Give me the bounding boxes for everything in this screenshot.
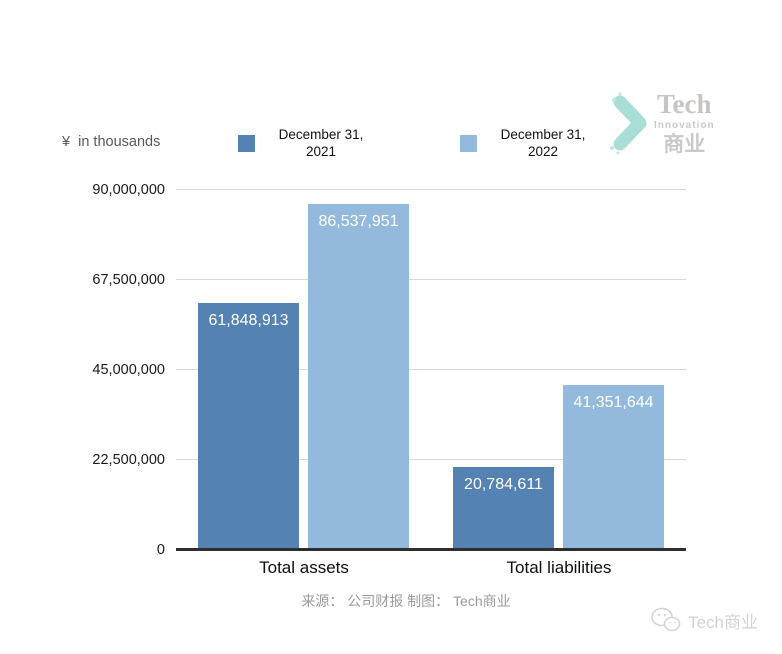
brand-logo: Tech Innovation 商业 — [608, 90, 738, 156]
watermark: Tech商业 — [650, 606, 758, 634]
y-axis-tick-label: 45,000,000 — [92, 362, 165, 378]
arrow-icon — [610, 92, 647, 155]
bar-groups: 61,848,913 86,537,951 20,784,611 41,351,64… — [176, 190, 686, 550]
category-label-total-liabilities: Total liabilities — [506, 558, 612, 577]
brand-subtitle: Innovation — [654, 120, 715, 131]
gridline — [176, 189, 686, 190]
legend-item-2022: December 31, 2022 — [460, 126, 600, 161]
y-axis-tick-label: 22,500,000 — [92, 452, 165, 468]
bar-value-label: 61,848,913 — [208, 311, 289, 329]
legend-item-2021: December 31, 2021 — [238, 126, 378, 161]
source-caption: 来源： 公司财报 制图： Tech商业 — [301, 593, 511, 609]
x-axis-line — [176, 548, 686, 551]
legend-swatch-2021 — [238, 134, 255, 152]
bar-value-label: 41,351,644 — [573, 393, 654, 411]
gridline — [176, 459, 686, 460]
brand-text: Tech Innovation 商业 — [654, 89, 715, 156]
y-axis-tick-label: 0 — [156, 542, 165, 558]
category-label-total-assets: Total assets — [259, 558, 349, 577]
brand-cjk: 商业 — [663, 133, 706, 156]
y-axis-tick-label: 90,000,000 — [92, 182, 165, 198]
bar: 20,784,611 — [453, 466, 554, 550]
gridline — [176, 279, 686, 280]
plot-area — [176, 189, 686, 550]
y-axis-tick-label: 67,500,000 — [92, 272, 165, 288]
bar-value-label: 20,784,611 — [464, 475, 543, 493]
legend-swatch-2022 — [460, 134, 477, 152]
bar: 86,537,951 — [308, 203, 409, 550]
watermark-text: Tech商业 — [688, 612, 758, 632]
brand-name: Tech — [657, 89, 712, 119]
gridline — [176, 369, 686, 370]
units-label: ¥ in thousands — [62, 134, 161, 150]
legend-label-2021: December 31, 2021 — [278, 127, 364, 160]
bar: 61,848,913 — [198, 302, 299, 550]
bar: 41,351,644 — [563, 384, 664, 550]
bar-group: 20,784,611 41,351,644 — [431, 190, 686, 550]
legend-label-2022: December 31, 2022 — [500, 127, 586, 160]
wechat-icon — [651, 607, 681, 632]
bar-group: 61,848,913 86,537,951 — [176, 190, 431, 550]
bar-value-label: 86,537,951 — [318, 212, 399, 230]
